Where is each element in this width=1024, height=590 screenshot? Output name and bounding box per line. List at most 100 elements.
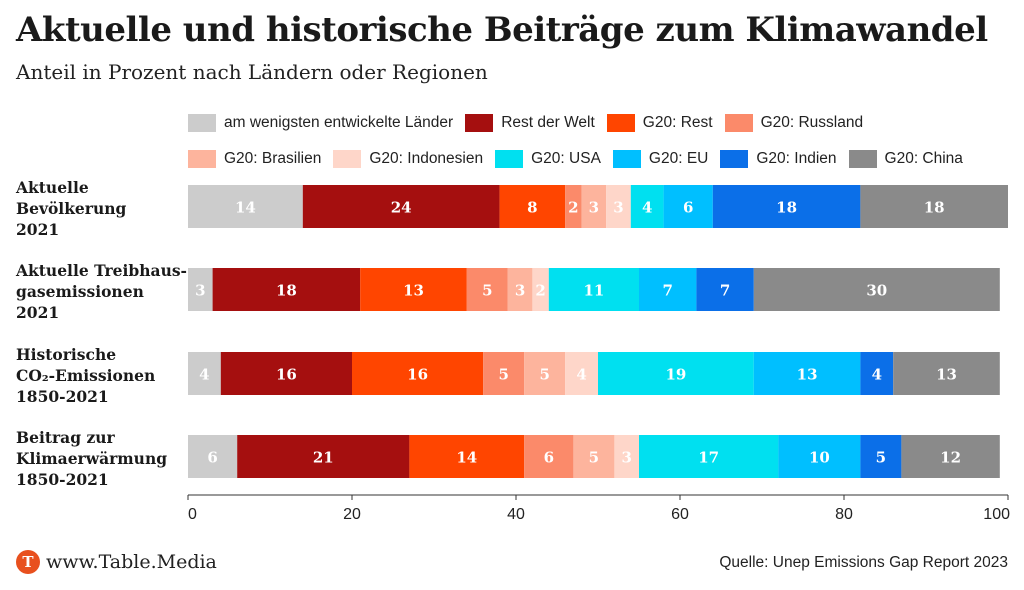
bar-segment: [499, 185, 566, 228]
bar-segment: [696, 268, 754, 311]
bar-segment: [614, 435, 639, 478]
bar-value-label: 3: [515, 282, 525, 300]
legend-item: G20: USA: [495, 149, 601, 169]
category-label-line: CO₂-Emissionen: [16, 366, 156, 385]
bar-value-label: 5: [482, 282, 492, 300]
bar-value-label: 30: [866, 282, 887, 300]
bar-value-label: 5: [498, 366, 508, 384]
bar-segment: [352, 352, 484, 395]
bar-segment: [188, 352, 221, 395]
bar-segment: [409, 435, 525, 478]
bar-value-label: 18: [776, 199, 797, 217]
bar-value-label: 14: [235, 199, 256, 217]
legend-item: am wenigsten entwickelte Länder: [188, 113, 453, 133]
bar-value-label: 3: [589, 199, 599, 217]
legend-swatch: [188, 150, 216, 168]
bar-segment: [860, 185, 1008, 228]
bar-segment: [630, 185, 664, 228]
bar-value-label: 18: [924, 199, 945, 217]
bar-segment: [639, 268, 697, 311]
bar-segment: [466, 268, 508, 311]
bar-value-label: 24: [391, 199, 412, 217]
bar-value-label: 17: [698, 449, 719, 467]
bar-value-label: 6: [544, 449, 554, 467]
bar-value-label: 5: [539, 366, 549, 384]
category-label-line: Historische: [16, 345, 117, 364]
category-label-line: gasemissionen: [16, 282, 144, 301]
bar-value-label: 7: [662, 282, 672, 300]
bar-segment: [237, 435, 410, 478]
stacked-bar-chart: 14 24 8 2 3 3 4 6 18 183 18 13 5 3 2 11 7 7 304 16 16 5 5 4 19 13…: [187, 185, 1010, 523]
bar-value-label: 8: [527, 199, 537, 217]
bar-value-label: 6: [683, 199, 693, 217]
chart-subtitle: Anteil in Prozent nach Ländern oder Regi…: [16, 60, 488, 84]
x-tick-label: 80: [835, 506, 853, 523]
bar-value-label: 14: [456, 449, 477, 467]
legend-label: G20: China: [884, 150, 963, 167]
legend-label: G20: Indien: [756, 150, 837, 167]
bar-value-label: 6: [207, 449, 217, 467]
category-label: Beitrag zur Klimaerwärmung 1850-2021: [16, 427, 167, 490]
bar-segment: [893, 352, 1000, 395]
brand-url: www.Table.Media: [46, 551, 217, 573]
bar-segment: [524, 435, 574, 478]
x-tick-label: 60: [671, 506, 689, 523]
legend-item: G20: Brasilien: [188, 149, 321, 169]
bar-segment: [507, 268, 533, 311]
legend-swatch: [465, 114, 494, 132]
bar-value-label: 5: [589, 449, 599, 467]
bar-value-label: 4: [576, 366, 586, 384]
x-tick-label: 0: [188, 506, 197, 523]
bar-value-label: 7: [720, 282, 730, 300]
source-note: Quelle: Unep Emissions Gap Report 2023: [719, 554, 1008, 571]
bar-segment: [483, 352, 525, 395]
bar-segment: [220, 352, 352, 395]
legend-item: G20: EU: [612, 149, 708, 169]
bar-segment: [778, 435, 861, 478]
bar-segment: [548, 268, 639, 311]
category-label: Historische CO₂-Emissionen 1850-2021: [16, 344, 155, 407]
category-label: Aktuelle Bevölkerung 2021: [16, 177, 126, 240]
brand-footer: T www.Table.Media: [16, 550, 217, 574]
bar-segment: [663, 185, 713, 228]
legend-item: G20: China: [848, 149, 963, 169]
category-label-line: Aktuelle Treibhaus-: [16, 261, 187, 280]
legend-label: G20: Indonesien: [369, 150, 484, 167]
bar-value-label: 3: [613, 199, 623, 217]
bar-value-label: 11: [583, 282, 604, 300]
bar-segment: [188, 185, 303, 228]
legend-swatch: [495, 150, 524, 168]
legend-item: G20: Rest: [606, 113, 713, 133]
bar-segment: [573, 435, 615, 478]
legend-swatch: [612, 150, 641, 168]
category-label-line: 2021: [16, 303, 60, 322]
legend-swatch: [724, 114, 753, 132]
bar-segment: [188, 268, 213, 311]
legend-item: G20: Indien: [720, 149, 837, 169]
category-label-line: 1850-2021: [16, 470, 109, 489]
bar-value-label: 13: [403, 282, 424, 300]
x-tick-label: 20: [343, 506, 361, 523]
bar-segment: [860, 352, 894, 395]
category-label: Aktuelle Treibhaus-gasemissionen 2021: [16, 260, 187, 323]
bar-segment: [565, 352, 598, 395]
x-tick-label: 40: [507, 506, 525, 523]
bar-segment: [639, 435, 779, 478]
bar-segment: [524, 352, 566, 395]
bar-value-label: 16: [407, 366, 428, 384]
bar-value-label: 10: [809, 449, 830, 467]
bar-segment: [606, 185, 631, 228]
legend-item: Rest der Welt: [465, 113, 595, 133]
bar-value-label: 2: [568, 199, 578, 217]
bar-value-label: 3: [195, 282, 205, 300]
bar-segment: [598, 352, 754, 395]
category-label-line: 2021: [16, 220, 60, 239]
legend-swatch: [188, 114, 216, 132]
legend-label: Rest der Welt: [501, 114, 595, 131]
legend-label: am wenigsten entwickelte Länder: [224, 114, 454, 131]
bar-segment: [901, 435, 1000, 478]
bar-segment: [753, 268, 1000, 311]
bar-segment: [712, 185, 861, 228]
category-label-line: Klimaerwärmung: [16, 449, 168, 468]
bar-segment: [212, 268, 361, 311]
